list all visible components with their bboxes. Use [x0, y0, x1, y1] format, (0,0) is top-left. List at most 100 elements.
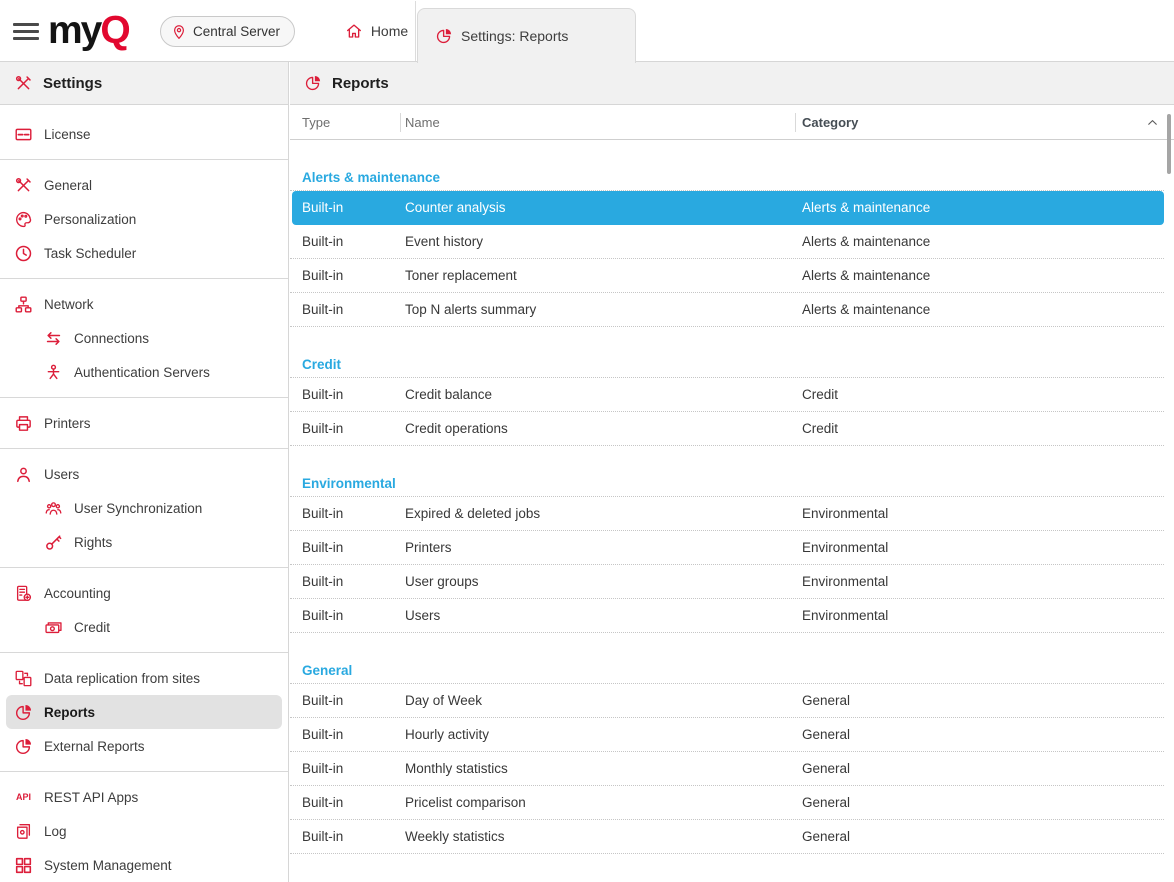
settings-sidebar: Settings License General Personalization Ta… — [0, 62, 289, 882]
table-row[interactable]: Built-in Monthly statistics General — [290, 752, 1164, 786]
sidebar-item-credit[interactable]: Credit — [0, 610, 288, 644]
sidebar-item-external-reports[interactable]: External Reports — [0, 729, 288, 763]
sidebar-item-system-management[interactable]: System Management — [0, 848, 288, 882]
sidebar-item-label: User Synchronization — [74, 500, 203, 516]
sidebar-divider — [0, 397, 288, 398]
api-icon: API — [15, 792, 31, 802]
sidebar-nav: License General Personalization Task Schedu… — [0, 105, 288, 882]
cell-type: Built-in — [302, 693, 344, 708]
cell-type: Built-in — [302, 506, 344, 521]
sidebar-item-users[interactable]: Users — [0, 457, 288, 491]
table-row[interactable]: Built-in Toner replacement Alerts & mainte… — [290, 259, 1164, 293]
sidebar-item-label: System Management — [44, 857, 172, 873]
cell-category: Credit — [802, 387, 839, 402]
user-icon — [14, 465, 33, 484]
table-row[interactable]: Built-in Event history Alerts & maintenanc… — [290, 225, 1164, 259]
tab-home[interactable]: Home — [338, 1, 416, 61]
page-title: Reports — [332, 74, 389, 92]
license-card-icon — [14, 125, 33, 144]
sidebar-item-network[interactable]: Network — [0, 287, 288, 321]
cell-category: Credit — [802, 421, 839, 436]
sidebar-item-accounting[interactable]: Accounting — [0, 576, 288, 610]
cell-type: Built-in — [302, 727, 344, 742]
cell-name: Credit balance — [405, 387, 493, 402]
table-row[interactable]: Built-in User groups Environmental — [290, 565, 1164, 599]
cell-type: Built-in — [302, 761, 344, 776]
sidebar-item-connections[interactable]: Connections — [0, 321, 288, 355]
cell-name: Top N alerts summary — [405, 302, 537, 317]
logo-text-q: Q — [100, 9, 130, 52]
hamburger-menu-icon[interactable] — [13, 23, 39, 44]
report-group-general: General Built-in Day of Week General Built-i… — [290, 655, 1174, 854]
cell-category: Alerts & maintenance — [802, 234, 931, 249]
column-header-name[interactable]: Name — [405, 115, 440, 130]
cell-name: Day of Week — [405, 693, 483, 708]
sidebar-item-rights[interactable]: Rights — [0, 525, 288, 559]
location-pin-icon — [171, 24, 187, 40]
sidebar-header: Settings — [0, 62, 288, 105]
table-row[interactable]: Built-in Day of Week General — [290, 684, 1164, 718]
server-selector-button[interactable]: Central Server — [160, 16, 296, 47]
table-row[interactable]: Built-in Users Environmental — [290, 599, 1164, 633]
main-panel: Reports Type Name Category Alerts & main… — [290, 62, 1174, 882]
sidebar-item-general[interactable]: General — [0, 168, 288, 202]
sidebar-item-label: General — [44, 177, 93, 193]
server-selector-label: Central Server — [193, 24, 281, 39]
sidebar-item-task-scheduler[interactable]: Task Scheduler — [0, 236, 288, 270]
sidebar-item-user-synchronization[interactable]: User Synchronization — [0, 491, 288, 525]
sidebar-item-log[interactable]: Log — [0, 814, 288, 848]
column-header-category[interactable]: Category — [802, 115, 859, 130]
cell-name: Toner replacement — [405, 268, 517, 283]
table-header: Type Name Category — [290, 105, 1174, 140]
pie-chart-icon — [14, 737, 33, 756]
table-row[interactable]: Built-in Printers Environmental — [290, 531, 1164, 565]
sidebar-item-label: Task Scheduler — [44, 245, 137, 261]
table-row[interactable]: Built-in Expired & deleted jobs Environmen… — [290, 497, 1164, 531]
cell-category: Alerts & maintenance — [802, 268, 931, 283]
cell-type: Built-in — [302, 574, 344, 589]
cell-name: Printers — [405, 540, 452, 555]
cell-category: General — [802, 693, 851, 708]
sidebar-item-authentication-servers[interactable]: Authentication Servers — [0, 355, 288, 389]
tab-settings-reports[interactable]: Settings: Reports — [417, 8, 636, 63]
page-header: Reports — [290, 62, 1174, 105]
sidebar-item-label: Connections — [74, 330, 150, 346]
table-row[interactable]: Built-in Top N alerts summary Alerts & mai… — [290, 293, 1164, 327]
scrollbar-thumb[interactable] — [1167, 114, 1171, 174]
cell-type: Built-in — [302, 200, 344, 215]
sidebar-item-label: REST API Apps — [44, 789, 139, 805]
cell-type: Built-in — [302, 387, 344, 402]
cell-category: Environmental — [802, 574, 889, 589]
network-icon — [14, 295, 33, 314]
table-row[interactable]: Built-in Hourly activity General — [290, 718, 1164, 752]
sort-ascending-icon[interactable] — [1145, 115, 1160, 130]
sidebar-item-label: Accounting — [44, 585, 111, 601]
group-header: General — [290, 655, 1164, 684]
home-icon — [345, 22, 363, 40]
sidebar-item-label: Authentication Servers — [74, 364, 210, 380]
table-row[interactable]: Built-in Credit balance Credit — [290, 378, 1164, 412]
swap-arrows-icon — [44, 329, 63, 348]
clock-icon — [14, 244, 33, 263]
cell-name: Monthly statistics — [405, 761, 508, 776]
sidebar-item-rest-api-apps[interactable]: API REST API Apps — [0, 780, 288, 814]
column-header-type[interactable]: Type — [302, 115, 331, 130]
cell-type: Built-in — [302, 795, 344, 810]
data-replication-icon — [14, 669, 33, 688]
sidebar-divider — [0, 567, 288, 568]
sidebar-divider — [0, 652, 288, 653]
sidebar-divider — [0, 159, 288, 160]
table-row[interactable]: Built-in Counter analysis Alerts & mainten… — [292, 191, 1164, 225]
cell-category: Environmental — [802, 608, 889, 623]
sidebar-item-license[interactable]: License — [0, 117, 288, 151]
cell-category: General — [802, 761, 851, 776]
table-row[interactable]: Built-in Weekly statistics General — [290, 820, 1164, 854]
sidebar-item-printers[interactable]: Printers — [0, 406, 288, 440]
sidebar-item-personalization[interactable]: Personalization — [0, 202, 288, 236]
table-row[interactable]: Built-in Credit operations Credit — [290, 412, 1164, 446]
sidebar-item-reports[interactable]: Reports — [6, 695, 282, 729]
table-row[interactable]: Built-in Pricelist comparison General — [290, 786, 1164, 820]
sidebar-item-data-replication-from-sites[interactable]: Data replication from sites — [0, 661, 288, 695]
sidebar-item-label: Users — [44, 466, 80, 482]
cell-name: Counter analysis — [405, 200, 506, 215]
